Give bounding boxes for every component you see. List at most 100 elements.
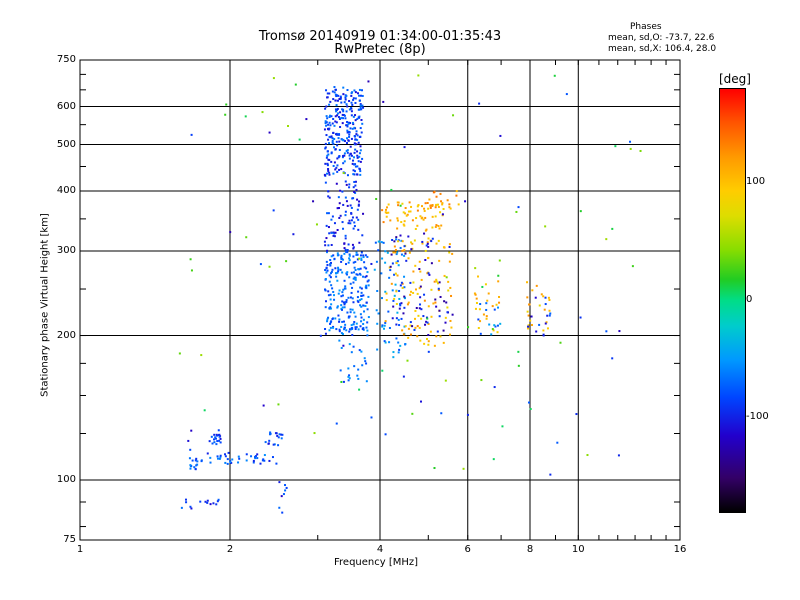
- data-point: [389, 269, 392, 272]
- data-point: [252, 459, 255, 462]
- data-point: [449, 286, 452, 289]
- data-point: [329, 322, 332, 325]
- data-point: [272, 209, 275, 212]
- data-point: [344, 98, 347, 101]
- data-point: [363, 261, 366, 264]
- data-point: [204, 500, 207, 503]
- data-point: [380, 272, 383, 275]
- data-point: [398, 324, 401, 327]
- data-point: [216, 457, 219, 460]
- data-point: [327, 153, 330, 156]
- data-point: [341, 308, 344, 311]
- data-point: [333, 146, 336, 149]
- data-point: [450, 326, 453, 329]
- data-point: [437, 205, 440, 208]
- data-point: [349, 282, 352, 285]
- data-point: [355, 143, 358, 146]
- data-point: [351, 297, 354, 300]
- data-point: [414, 288, 417, 291]
- data-point: [345, 183, 348, 186]
- data-point: [338, 216, 341, 219]
- data-point: [359, 145, 362, 148]
- data-point: [324, 181, 327, 184]
- data-point: [382, 327, 385, 330]
- data-point: [517, 350, 520, 353]
- data-point: [411, 219, 414, 222]
- data-point: [427, 305, 430, 308]
- data-point: [259, 263, 262, 266]
- data-point: [190, 429, 193, 432]
- data-point: [185, 501, 188, 504]
- data-point: [501, 425, 504, 428]
- data-point: [256, 453, 259, 456]
- data-point: [423, 232, 426, 235]
- data-point: [387, 310, 390, 313]
- data-point: [350, 101, 353, 104]
- data-point: [366, 334, 369, 337]
- data-point: [485, 315, 488, 318]
- data-point: [386, 251, 389, 254]
- data-point: [384, 320, 387, 323]
- data-point: [359, 94, 362, 97]
- data-point: [352, 97, 355, 100]
- data-point: [330, 270, 333, 273]
- data-point: [392, 299, 395, 302]
- data-point: [367, 80, 370, 83]
- data-point: [346, 131, 349, 134]
- data-point: [339, 111, 342, 114]
- data-point: [285, 486, 288, 489]
- data-point: [355, 322, 358, 325]
- data-point: [263, 459, 266, 462]
- data-point: [493, 308, 496, 311]
- data-point: [346, 174, 349, 177]
- data-point: [212, 502, 215, 505]
- data-point: [354, 180, 357, 183]
- data-point: [352, 345, 355, 348]
- data-point: [356, 138, 359, 141]
- data-point: [340, 307, 343, 310]
- data-point: [323, 240, 326, 243]
- data-point: [355, 133, 358, 136]
- data-point: [214, 436, 217, 439]
- data-point: [414, 309, 417, 312]
- data-point: [362, 294, 365, 297]
- data-point: [206, 499, 209, 502]
- data-point: [398, 348, 401, 351]
- data-point: [399, 234, 402, 237]
- data-point: [386, 206, 389, 209]
- data-point: [389, 265, 392, 268]
- data-point: [477, 318, 480, 321]
- data-point: [268, 459, 271, 462]
- data-point: [439, 335, 442, 338]
- data-point: [326, 162, 329, 165]
- data-point: [217, 498, 220, 501]
- data-point: [326, 263, 329, 266]
- data-point: [487, 292, 490, 295]
- data-point: [355, 188, 358, 191]
- data-point: [426, 201, 429, 204]
- data-point: [354, 326, 357, 329]
- data-point: [404, 252, 407, 255]
- data-point: [340, 257, 343, 260]
- data-point: [605, 238, 608, 241]
- data-point: [430, 288, 433, 291]
- data-point: [336, 207, 339, 210]
- data-point: [268, 439, 271, 442]
- data-point: [345, 263, 348, 266]
- data-point: [401, 329, 404, 332]
- data-point: [399, 344, 402, 347]
- data-point: [359, 304, 362, 307]
- data-point: [400, 281, 403, 284]
- data-point: [343, 279, 346, 282]
- data-point: [396, 260, 399, 263]
- data-point: [496, 324, 499, 327]
- data-point: [203, 409, 206, 412]
- data-point: [352, 246, 355, 249]
- data-point: [455, 194, 458, 197]
- data-point: [391, 238, 394, 241]
- data-point: [403, 306, 406, 309]
- data-point: [350, 271, 353, 274]
- data-point: [345, 200, 348, 203]
- y-tick-label: 750: [56, 54, 76, 65]
- data-point: [344, 237, 347, 240]
